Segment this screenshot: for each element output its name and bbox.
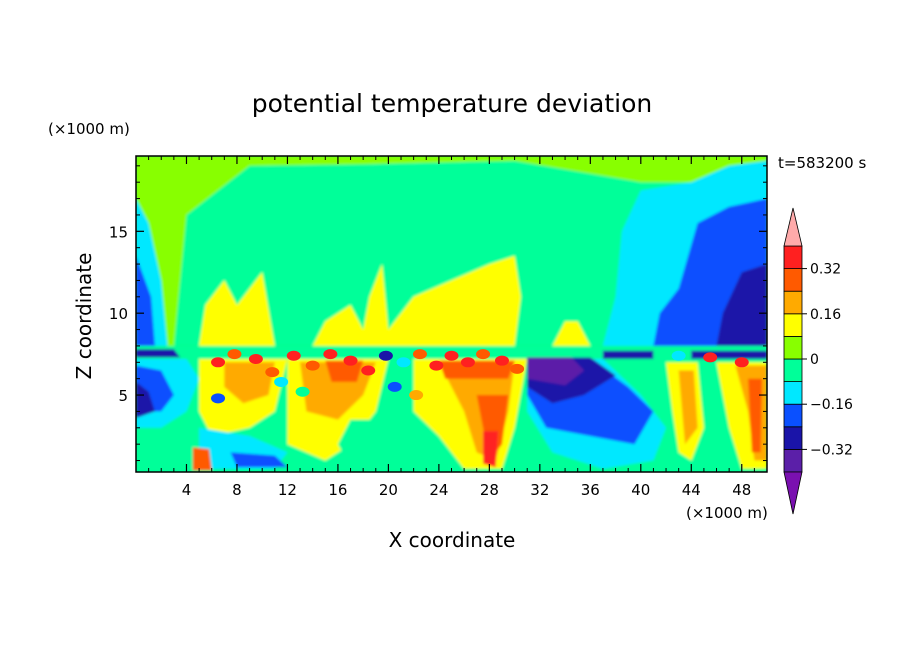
- contour-region-16: [136, 381, 155, 418]
- contour-cell-15: [476, 349, 491, 360]
- x-tick-label: 36: [581, 481, 600, 499]
- contour-region-21: [192, 447, 212, 471]
- y-axis-title: Z coordinate: [72, 253, 96, 380]
- contour-region-5: [136, 255, 155, 346]
- contour-region-8: [199, 272, 275, 346]
- contour-cell-8: [361, 365, 376, 376]
- colorbar-tick-label: 0.16: [810, 307, 841, 323]
- chart-title: potential temperature deviation: [252, 89, 652, 118]
- contour-cell-7: [343, 355, 358, 366]
- contour-region-20: [230, 452, 288, 468]
- contour-cell-18: [274, 376, 289, 387]
- contour-region-1: [136, 160, 767, 346]
- contour-cell-5: [305, 360, 320, 371]
- contour-cell-17: [510, 363, 525, 374]
- contour-cell-2: [248, 354, 263, 365]
- y-tick-label: 15: [109, 223, 128, 241]
- contour-region-7: [716, 264, 767, 346]
- colorbar-extend-min: [783, 471, 803, 515]
- colorbar-bin: [783, 245, 803, 270]
- contour-cell-11: [412, 349, 427, 360]
- contour-cell-12: [429, 360, 444, 371]
- x-tick-label: 8: [232, 481, 242, 499]
- colorbar-extend-max: [783, 207, 803, 247]
- contour-cell-24: [671, 350, 686, 361]
- contour-region-12: [602, 350, 654, 359]
- x-tick-label: 48: [732, 481, 751, 499]
- contour-cell-1: [227, 349, 242, 360]
- contour-region-39: [748, 378, 762, 453]
- x-tick-label: 40: [631, 481, 650, 499]
- contour-region-29: [483, 431, 499, 468]
- contour-cell-0: [211, 357, 226, 368]
- colorbar-tick-label: 0: [810, 352, 819, 368]
- x-tick-label: 44: [682, 481, 701, 499]
- contour-region-18: [224, 362, 275, 404]
- contour-region-36: [678, 370, 698, 445]
- contour-region-10: [552, 321, 591, 346]
- x-tick-label: 24: [429, 481, 448, 499]
- contour-cell-19: [387, 381, 402, 392]
- y-tick-label: 5: [118, 387, 128, 405]
- contour-region-24: [325, 360, 364, 382]
- contour-cell-14: [460, 357, 475, 368]
- contour-region-11: [136, 349, 181, 358]
- y-axis: 5 10 15: [109, 165, 767, 462]
- contour-region-28: [476, 395, 509, 461]
- contour-region-30: [438, 360, 515, 379]
- contour-cell-25: [211, 393, 226, 404]
- colorbar-bin: [783, 313, 803, 337]
- contour-cell-21: [295, 386, 310, 397]
- colorbar-bin: [783, 403, 803, 428]
- plot-area: [136, 156, 767, 472]
- contour-cell-9: [378, 350, 393, 361]
- y-tick-label: 10: [109, 305, 128, 323]
- x-tick-label: 32: [530, 481, 549, 499]
- contour-region-13: [691, 350, 767, 359]
- colorbar-bin: [783, 268, 803, 292]
- y-unit-label: (×1000 m): [48, 120, 130, 138]
- x-tick-label: 28: [480, 481, 499, 499]
- x-tick-label: 12: [278, 481, 297, 499]
- contour-cell-10: [396, 357, 411, 368]
- colorbar-bin: [783, 448, 803, 473]
- contour-cell-4: [286, 350, 301, 361]
- contour-region-34: [527, 357, 584, 386]
- colorbar-bin: [783, 290, 803, 315]
- colorbar: 0.32 0.16 0 −0.16 −0.32: [783, 207, 853, 515]
- contour-cell-16: [494, 355, 509, 366]
- colorbar-bin: [783, 426, 803, 450]
- colorbar-bin: [783, 335, 803, 360]
- time-label: t=583200 s: [778, 154, 866, 172]
- x-tick-label: 4: [182, 481, 192, 499]
- contour-cell-22: [703, 352, 718, 363]
- contour-cell-20: [409, 390, 424, 401]
- contour-cell-23: [734, 357, 749, 368]
- x-tick-label: 16: [328, 481, 347, 499]
- contour-cell-3: [265, 367, 280, 378]
- contour-region-25: [337, 419, 465, 468]
- x-tick-label: 20: [379, 481, 398, 499]
- contour-cell-13: [444, 350, 459, 361]
- colorbar-tick-label: −0.32: [810, 442, 853, 458]
- x-axis-title: X coordinate: [389, 528, 516, 552]
- colorbar-bin: [783, 381, 803, 405]
- x-unit-label: (×1000 m): [686, 504, 768, 522]
- colorbar-tick-label: 0.32: [810, 262, 841, 278]
- colorbar-tick-label: −0.16: [810, 397, 853, 413]
- contour-region-9: [312, 255, 521, 346]
- colorbar-bin: [783, 358, 803, 383]
- x-axis: 4 8 12 16 20 24 28 32 36 40 44 48: [135, 156, 768, 499]
- contour-cell-6: [323, 349, 338, 360]
